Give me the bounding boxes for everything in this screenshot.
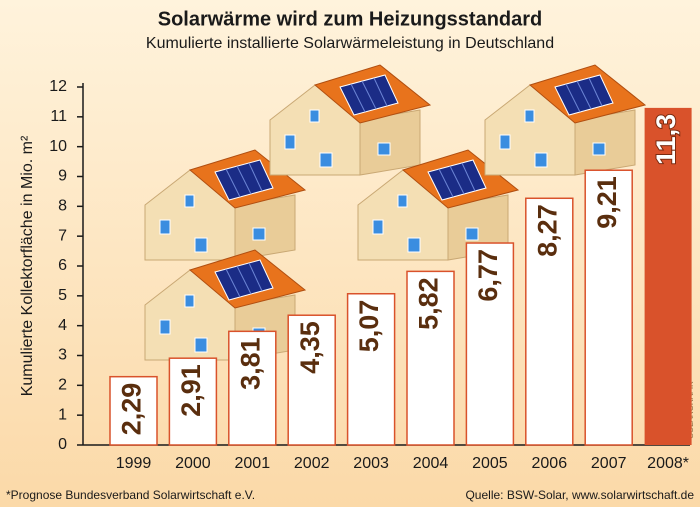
y-tick-label: 8	[58, 198, 67, 215]
x-tick-label: 2000	[175, 455, 211, 472]
y-tick-label: 12	[49, 78, 67, 95]
value-label: 5,07	[354, 300, 384, 353]
y-tick-label: 7	[58, 227, 67, 244]
chart-subtitle: Kumulierte installierte Solarwärmeleistu…	[146, 35, 554, 52]
bar	[465, 242, 515, 446]
bar	[228, 330, 277, 446]
bar	[109, 375, 158, 446]
y-tick-label: 1	[58, 406, 67, 423]
y-tick-label: 3	[58, 347, 67, 364]
x-tick-label: 2004	[413, 455, 449, 472]
x-tick-label: 2001	[235, 455, 271, 472]
bar	[168, 357, 218, 446]
x-tick-label: 2006	[532, 455, 568, 472]
y-tick-label: 2	[58, 377, 67, 394]
chart-title: Solarwärme wird zum Heizungsstandard	[158, 8, 543, 30]
value-label: 9,21	[592, 176, 622, 229]
y-tick-label: 6	[58, 257, 67, 274]
x-tick-label: 2005	[472, 455, 508, 472]
x-tick-label: 2002	[294, 455, 330, 472]
x-tick-label: 2003	[353, 455, 389, 472]
y-tick-label: 4	[58, 317, 67, 334]
x-tick-label: 2007	[591, 455, 627, 472]
y-tick-label: 11	[50, 108, 67, 125]
y-tick-label: 9	[58, 168, 67, 185]
x-tick-label: 1999	[116, 455, 152, 472]
value-label: 3,81	[235, 337, 265, 390]
footnote: *Prognose Bundesverband Solarwirtschaft …	[6, 488, 255, 502]
x-tick-label: 2008*	[647, 455, 689, 472]
value-label: 5,82	[414, 277, 444, 330]
bar	[525, 197, 574, 446]
y-tick-label: 10	[49, 138, 67, 155]
value-label: 2,29	[117, 383, 147, 436]
bar	[406, 270, 455, 446]
bar	[346, 292, 396, 446]
value-label: 6,77	[473, 249, 503, 302]
y-axis-label: Kumulierte Kollektorfläche in Mio. m²	[19, 135, 36, 396]
value-label: 8,27	[532, 204, 562, 257]
value-label: 2,91	[176, 364, 206, 417]
bar	[644, 107, 692, 445]
y-tick-label: 0	[58, 436, 67, 453]
y-tick-label: 5	[58, 287, 67, 304]
bar	[584, 169, 633, 446]
value-label: 4,35	[295, 321, 325, 374]
value-label: 11,3	[651, 114, 681, 165]
bar	[287, 314, 336, 446]
source: Quelle: BSW-Solar, www.solarwirtschaft.d…	[465, 488, 694, 502]
